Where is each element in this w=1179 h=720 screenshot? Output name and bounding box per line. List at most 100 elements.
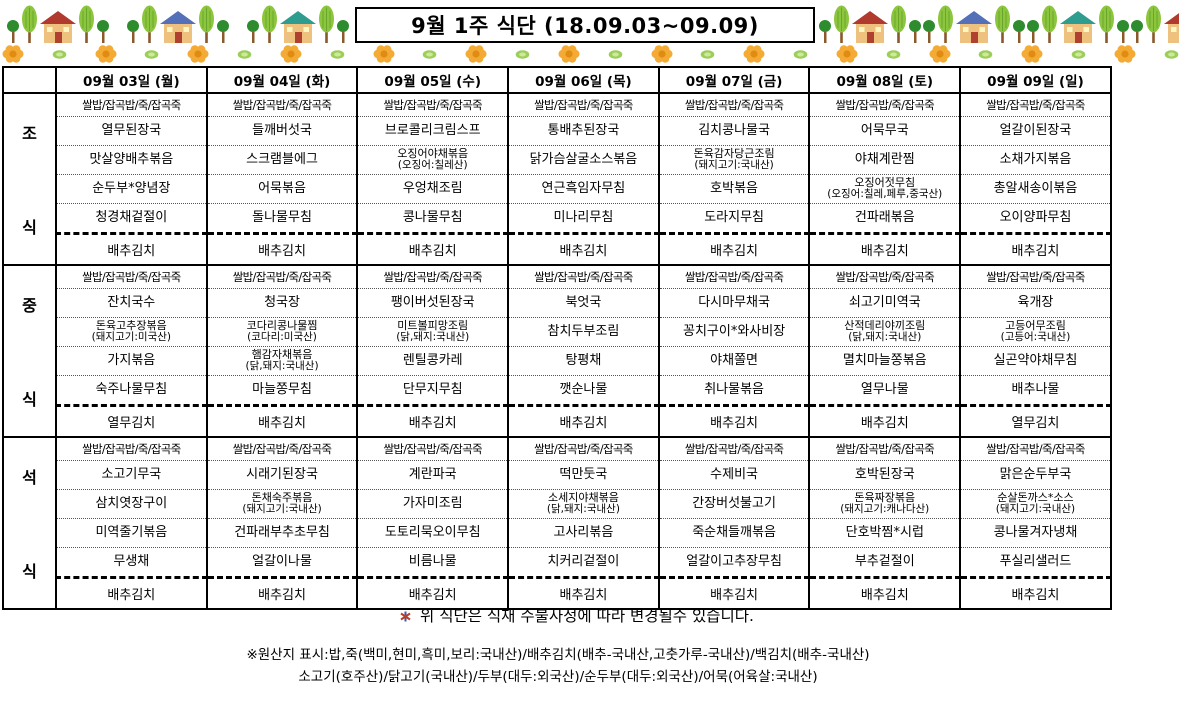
dish-cell: 미트볼피망조림 (닭,돼지:국내산) [356,317,509,347]
dish-name: 단무지무침 [402,381,463,397]
kimchi-cell: 배추김치 [205,404,358,437]
dish-name: 도라지무침 [704,209,764,225]
origin-note: (닭,돼지:국내산) [396,331,470,344]
day-header-cell: 09월 09일 (일) [959,67,1111,94]
kimchi-cell: 배추김치 [657,576,810,609]
asterisk-icon [400,611,411,622]
day-header-cell: 09월 04일 (화) [205,67,358,94]
origin-notes: ※원산지 표시:밥,죽(백미,현미,흑미,보리:국내산)/배추김치(배추-국내산… [0,645,1116,688]
dish-name: 단호박찜*시럽 [845,524,924,540]
dish-cell: 소채가지볶음 [959,145,1111,175]
dish-name: 열무나물 [860,381,909,397]
dish-cell: 우엉채조림 [356,174,509,204]
kimchi-cell: 배추김치 [356,576,509,609]
dish-cell: 순살돈까스*소스 (돼지고기:국내산) [959,489,1111,519]
leaf-icon [1164,49,1179,59]
dish-name: 돈육고추장볶음 [95,318,167,332]
dish-name: 총알새송이볶음 [993,180,1078,196]
dish-name: 돈채숙주볶음 [251,490,313,504]
change-note: 위 식단은 식재 수불사정에 따라 변경될수 있습니다. [0,604,1154,626]
dish-name: 치커리겉절이 [547,553,620,569]
dish-cell: 브로콜리크림스프 [356,116,509,146]
dish-cell: 다시마무채국 [657,288,810,318]
dish-cell: 콩나물무침 [356,203,509,234]
dish-name: 가지볶음 [107,352,156,368]
house-and-trees-icon [126,5,230,44]
dish-cell: 오징어젓무침 (오징어:칠레,페루,중국산) [808,174,961,204]
rice-options-cell: 쌀밥/잡곡밥/죽/잡곡죽 [55,264,207,289]
kimchi-cell: 열무김치 [55,404,207,437]
kimchi-cell: 배추김치 [205,232,358,265]
dish-name: 시래기된장국 [246,466,318,482]
dish-name: 맑은순두부국 [999,466,1072,482]
dish-name: 쇠고기미역국 [848,294,921,310]
dish-name: 돈육짜장볶음 [854,490,916,504]
kimchi-cell: 배추김치 [657,232,810,265]
dish-name: 산적데리야끼조림 [844,318,926,332]
dish-cell: 야채계란찜 [808,145,961,175]
leaf-icon [608,49,623,59]
kimchi-cell: 배추김치 [507,576,659,609]
day-header-cell: 09월 06일 (목) [507,67,659,94]
flower-icon [651,45,673,63]
day-header-cell: 09월 03일 (월) [55,67,207,94]
dish-cell: 연근흑임자무침 [507,174,659,204]
dish-cell: 호박된장국 [808,460,961,490]
dish-cell: 마늘쫑무침 [205,375,358,406]
dish-name: 들깨버섯국 [252,122,312,138]
dish-cell: 부추겉절이 [808,547,961,578]
dish-cell: 호박볶음 [657,174,810,204]
dish-name: 햄감자채볶음 [251,347,313,361]
dish-name: 소고기무국 [101,466,162,482]
dish-name: 브로콜리크림스프 [384,122,481,138]
dish-name: 간장버섯불고기 [692,495,776,511]
leaf-icon [1071,49,1086,59]
day-header-cell: 09월 05일 (수) [356,67,509,94]
dish-cell: 총알새송이볶음 [959,174,1111,204]
dish-name: 소채가지볶음 [999,151,1072,167]
dish-name: 순살돈까스*소스 [997,490,1074,504]
flower-icon [558,45,580,63]
dish-name: 건파래부추초무침 [234,524,330,540]
rice-options-cell: 쌀밥/잡곡밥/죽/잡곡죽 [657,436,810,461]
dish-cell: 취나물볶음 [657,375,810,406]
dish-name: 북엇국 [565,294,602,310]
kimchi-cell: 배추김치 [959,232,1111,265]
leaf-icon [886,49,901,59]
dish-name: 다시마무채국 [698,294,770,310]
leaf-icon [515,49,530,59]
dish-cell: 떡만둣국 [507,460,659,490]
dish-cell: 순두부*양념장 [55,174,207,204]
dish-name: 가자미조림 [402,495,463,511]
dish-name: 무생채 [113,553,150,569]
kimchi-cell: 배추김치 [959,576,1111,609]
dish-cell: 단호박찜*시럽 [808,518,961,548]
kimchi-cell: 배추김치 [808,232,961,265]
dish-cell: 소세지야채볶음 (닭,돼지:국내산) [507,489,659,519]
dish-cell: 멸치마늘쫑볶음 [808,346,961,376]
dish-name: 닭가슴살굴소스볶음 [529,151,638,167]
dish-name: 계란파국 [408,466,457,482]
origin-note: (닭,돼지:국내산) [848,331,922,344]
rice-options-cell: 쌀밥/잡곡밥/죽/잡곡죽 [356,436,509,461]
dish-cell: 탕평채 [507,346,659,376]
rice-options-cell: 쌀밥/잡곡밥/죽/잡곡죽 [507,264,659,289]
origin-note: (오징어:칠레산) [397,159,468,172]
dish-cell: 코다리콩나물찜 (코다리:미국산) [205,317,358,347]
house-and-trees-icon [246,5,350,44]
dish-name: 순두부*양념장 [92,180,171,196]
dish-cell: 오징어야채볶음 (오징어:칠레산) [356,145,509,175]
dish-cell: 청경채겉절이 [55,203,207,234]
dish-cell: 김치콩나물국 [657,116,810,146]
dish-name: 참치두부조림 [547,323,620,339]
dish-name: 야채계란찜 [854,151,915,167]
rice-options-cell: 쌀밥/잡곡밥/죽/잡곡죽 [808,92,961,117]
kimchi-cell: 배추김치 [657,404,810,437]
dish-name: 어묵볶음 [258,180,306,196]
dish-cell: 돈육감자당근조림 (돼지고기:국내산) [657,145,810,175]
dish-name: 삼치엿장구이 [95,495,168,511]
dish-cell: 푸실리샐러드 [959,547,1111,578]
dish-name: 탕평채 [565,352,602,368]
dish-cell: 배추나물 [959,375,1111,406]
